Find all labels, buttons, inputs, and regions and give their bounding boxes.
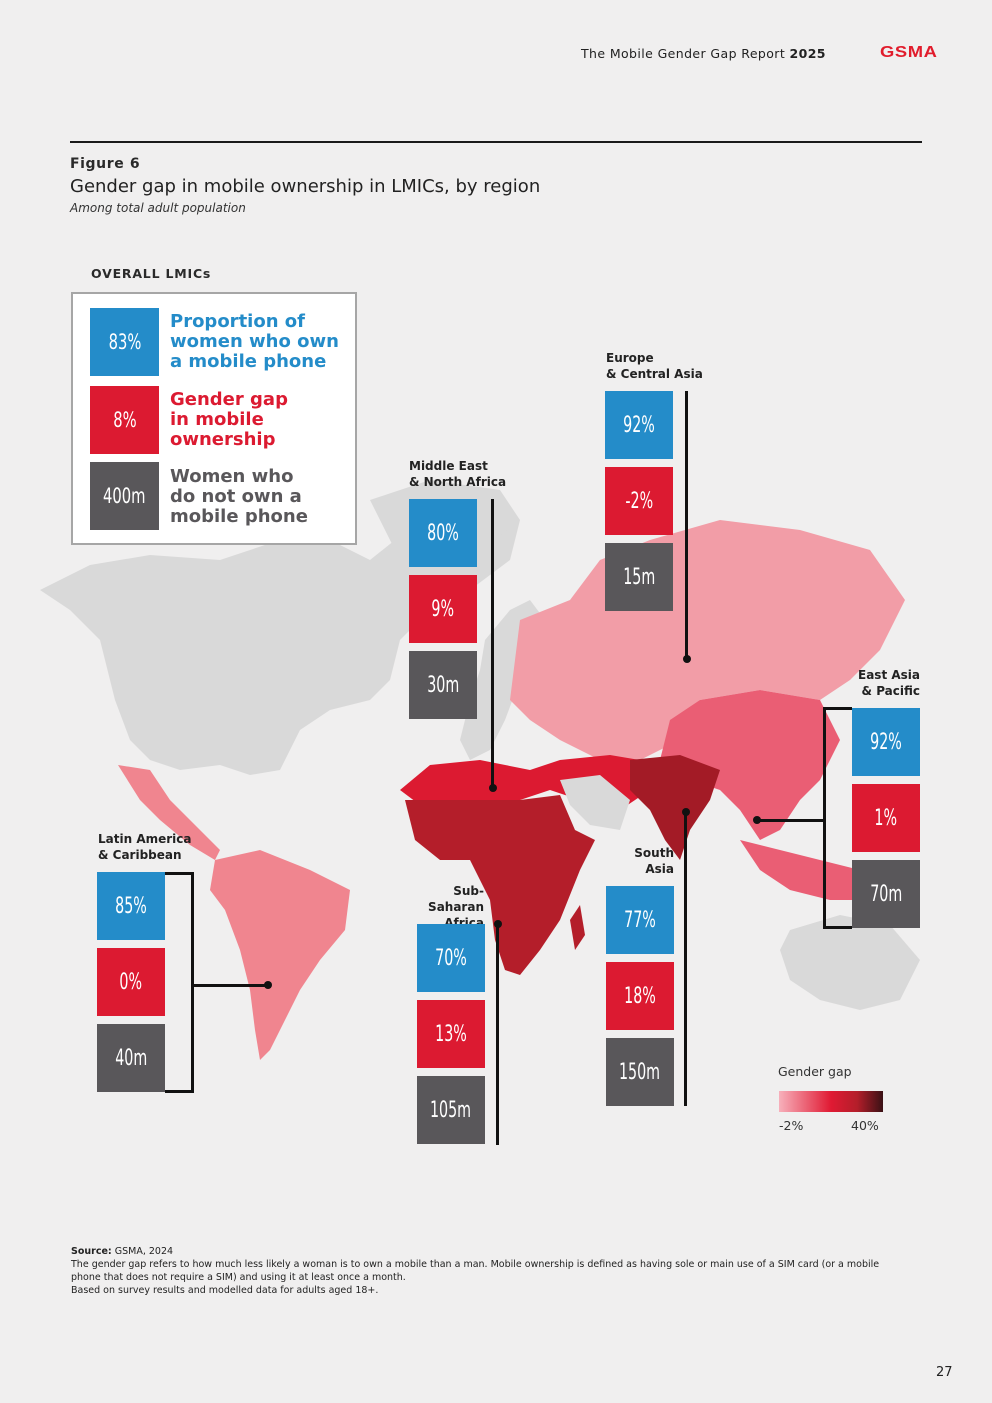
eap-marker-dot xyxy=(753,816,761,824)
region-label-latin-america: Latin America & Caribbean xyxy=(98,832,192,862)
ssa-gap-tile: 13% xyxy=(417,1000,485,1068)
lac-leader-line xyxy=(193,984,267,987)
ssa-leader-line xyxy=(496,924,499,1145)
world-map xyxy=(40,480,920,1060)
footnote: Source: GSMA, 2024 The gender gap refers… xyxy=(71,1245,921,1297)
europe-gap-tile: -2% xyxy=(605,467,673,535)
overall-ownership-label: Proportion of women who own a mobile phone xyxy=(170,311,339,372)
gender-gap-color-bar xyxy=(779,1091,883,1112)
europe-ownership-tile: 92% xyxy=(605,391,673,459)
figure-label: Figure 6 xyxy=(70,156,141,172)
lac-marker-dot xyxy=(264,981,272,989)
europe-marker-dot xyxy=(683,655,691,663)
mena-gap-tile: 9% xyxy=(409,575,477,643)
overall-ownership-tile: 83% xyxy=(90,308,159,376)
figure-title: Gender gap in mobile ownership in LMICs,… xyxy=(70,176,541,197)
lac-ownership-tile: 85% xyxy=(97,872,165,940)
lac-gap-tile: 0% xyxy=(97,948,165,1016)
gender-gap-min-label: -2% xyxy=(779,1118,804,1133)
overall-gap-label: Gender gap in mobile ownership xyxy=(170,389,288,450)
sa-marker-dot xyxy=(682,808,690,816)
header-rule xyxy=(70,141,922,143)
mena-marker-dot xyxy=(489,784,497,792)
europe-unconnected-tile: 15m xyxy=(605,543,673,611)
ssa-ownership-tile: 70% xyxy=(417,924,485,992)
sa-ownership-tile: 77% xyxy=(606,886,674,954)
figure-subtitle: Among total adult population xyxy=(70,201,246,215)
map-east-asia xyxy=(660,690,840,840)
gsma-logo: GSMA xyxy=(880,44,938,61)
region-label-south-asia: South Asia xyxy=(634,846,674,876)
region-label-mena: Middle East & North Africa xyxy=(409,459,507,489)
footnote-line: The gender gap refers to how much less l… xyxy=(71,1259,880,1270)
source-line: Source: GSMA, 2024 xyxy=(71,1246,174,1257)
eap-bracket-line xyxy=(823,707,826,929)
overall-legend-box: 83% Proportion of women who own a mobile p… xyxy=(71,292,357,545)
page-number: 27 xyxy=(936,1365,953,1380)
lac-unconnected-tile: 40m xyxy=(97,1024,165,1092)
region-label-europe-central-asia: Europe & Central Asia xyxy=(606,351,703,381)
sa-gap-tile: 18% xyxy=(606,962,674,1030)
map-north-america xyxy=(40,505,520,775)
mena-ownership-tile: 80% xyxy=(409,499,477,567)
lac-bracket-top xyxy=(165,872,194,875)
region-label-east-asia-pacific: East Asia & Pacific xyxy=(858,668,920,698)
footnote-line: Based on survey results and modelled dat… xyxy=(71,1285,379,1296)
ssa-marker-dot xyxy=(494,920,502,928)
map-australia xyxy=(780,915,920,1010)
eap-bracket-top xyxy=(823,707,852,710)
eap-bracket-bottom xyxy=(823,926,852,929)
eap-gap-tile: 1% xyxy=(852,784,920,852)
footnote-line: phone that does not require a SIM) and u… xyxy=(71,1272,406,1283)
gender-gap-scale-title: Gender gap xyxy=(778,1064,852,1079)
overall-unconnected-label: Women who do not own a mobile phone xyxy=(170,466,308,527)
ssa-unconnected-tile: 105m xyxy=(417,1076,485,1144)
report-title: The Mobile Gender Gap Report 2025 xyxy=(581,46,826,61)
overall-unconnected-tile: 400m xyxy=(90,462,159,530)
mena-unconnected-tile: 30m xyxy=(409,651,477,719)
gender-gap-max-label: 40% xyxy=(851,1118,879,1133)
overall-gap-tile: 8% xyxy=(90,386,159,454)
lac-bracket-line xyxy=(191,872,194,1093)
sa-unconnected-tile: 150m xyxy=(606,1038,674,1106)
eap-ownership-tile: 92% xyxy=(852,708,920,776)
europe-leader-line xyxy=(685,391,688,659)
sa-leader-line xyxy=(684,812,687,1106)
map-madagascar xyxy=(570,905,585,950)
overall-lmics-label: OVERALL LMICs xyxy=(91,266,212,281)
map-central-america xyxy=(118,765,220,860)
mena-leader-line xyxy=(491,499,494,789)
map-sub-saharan-africa xyxy=(405,795,595,975)
map-south-asia xyxy=(630,755,720,860)
map-south-america xyxy=(210,850,350,1060)
map-arabia xyxy=(560,775,630,830)
lac-bracket-bottom xyxy=(165,1090,194,1093)
eap-unconnected-tile: 70m xyxy=(852,860,920,928)
eap-leader-line xyxy=(758,819,824,822)
